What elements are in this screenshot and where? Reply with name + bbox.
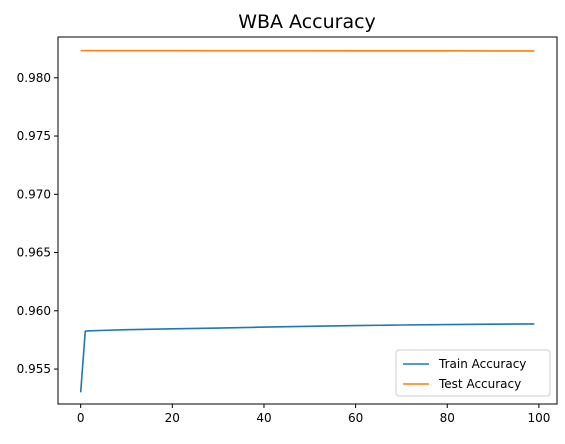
legend: Train Accuracy Test Accuracy <box>396 350 550 396</box>
plot-area <box>81 51 535 393</box>
y-tick-label: 0.960 <box>17 304 51 318</box>
y-tick-label: 0.970 <box>17 187 51 201</box>
axes-frame <box>58 37 557 404</box>
legend-label-1: Train Accuracy <box>438 357 526 371</box>
y-tick-label: 0.955 <box>17 362 51 376</box>
x-tick-label: 40 <box>256 411 271 425</box>
y-tick-label: 0.975 <box>17 129 51 143</box>
x-tick-label: 80 <box>440 411 455 425</box>
x-tick-label: 100 <box>527 411 550 425</box>
legend-label-2: Test Accuracy <box>438 377 521 391</box>
chart-title: WBA Accuracy <box>238 11 376 33</box>
x-tick-label: 20 <box>165 411 180 425</box>
x-tick-label: 0 <box>77 411 85 425</box>
y-tick-label: 0.965 <box>17 246 51 260</box>
y-tick-label: 0.980 <box>17 71 51 85</box>
x-tick-label: 60 <box>348 411 363 425</box>
